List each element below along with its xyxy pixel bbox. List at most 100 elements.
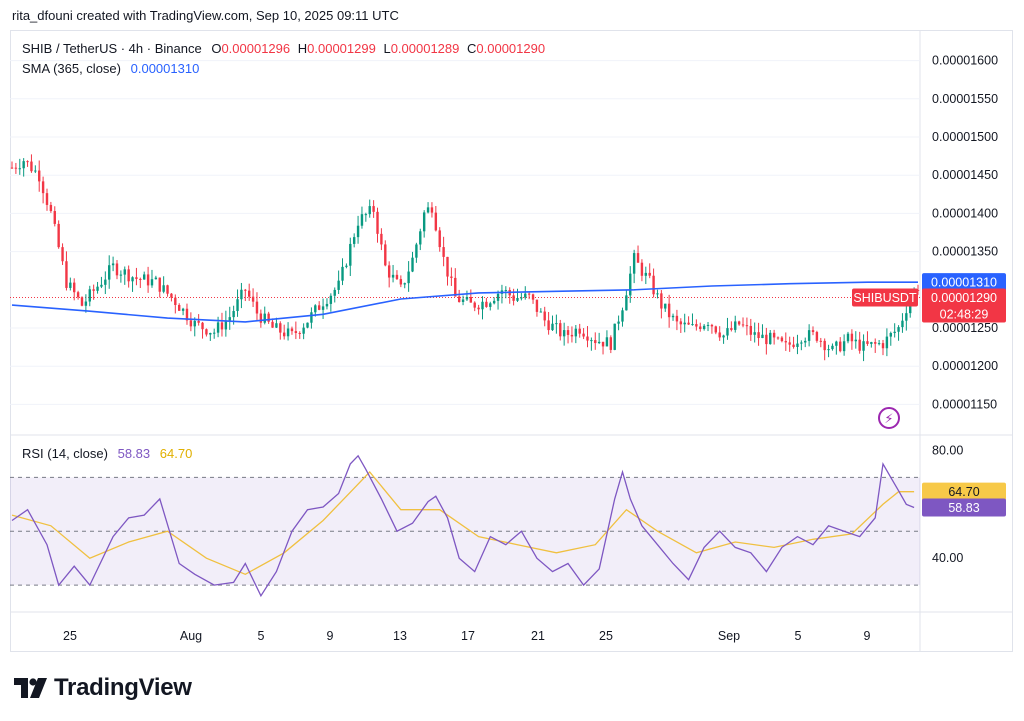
candle-body xyxy=(310,312,313,323)
price-tick-label: 0.00001400 xyxy=(932,206,998,220)
candle-body xyxy=(555,323,558,325)
candle-body xyxy=(123,269,126,275)
candle-body xyxy=(881,343,885,349)
candle-body xyxy=(854,339,857,342)
candle-body xyxy=(236,299,239,312)
time-tick-label: 25 xyxy=(63,629,77,643)
rsi-tag-bg xyxy=(922,498,1006,517)
candle-body xyxy=(376,211,379,234)
sma-price-tag: 0.00001310 xyxy=(931,276,997,290)
tradingview-logo[interactable]: TradingView xyxy=(14,674,192,702)
candle-body xyxy=(559,323,562,337)
candle-body xyxy=(465,297,469,300)
candle-body xyxy=(473,302,476,308)
candle-body xyxy=(228,317,231,321)
candle-body xyxy=(216,322,220,333)
candle-body xyxy=(734,321,737,330)
candle-body xyxy=(22,161,25,169)
candle-body xyxy=(737,321,741,325)
candle-body xyxy=(722,335,725,338)
candle-body xyxy=(88,289,91,302)
candle-body xyxy=(656,293,659,295)
candle-body xyxy=(111,263,115,266)
candle-body xyxy=(469,297,473,303)
rsi-label[interactable]: RSI (14, close) xyxy=(22,446,108,461)
candle-body xyxy=(702,325,706,330)
candle-body xyxy=(368,206,371,215)
candle-body xyxy=(92,289,95,291)
candle-body xyxy=(255,301,259,314)
tradingview-logo-text: TradingView xyxy=(54,674,192,701)
candle-body xyxy=(597,341,601,344)
price-tick-label: 0.00001500 xyxy=(932,130,998,144)
candle-body xyxy=(279,323,282,333)
candle-body xyxy=(675,315,679,322)
candle-body xyxy=(543,311,546,321)
candle-body xyxy=(815,332,819,341)
candle-body xyxy=(457,296,461,302)
candle-body xyxy=(792,344,795,347)
candle-body xyxy=(839,341,842,352)
candle-body xyxy=(174,297,177,305)
candle-body xyxy=(800,342,803,344)
candle-body xyxy=(329,295,333,304)
last-price-tag: 0.00001290 xyxy=(931,291,997,305)
candle-body xyxy=(442,247,445,257)
candle-body xyxy=(796,343,799,347)
candle-body xyxy=(761,334,764,339)
candle-body xyxy=(333,289,336,296)
chart-frame xyxy=(10,30,1013,652)
candle-body xyxy=(660,293,663,309)
candle-body xyxy=(286,328,290,337)
candle-body xyxy=(699,326,702,330)
candle-body xyxy=(170,293,173,298)
symbol-label[interactable]: SHIB / TetherUS · 4h · Binance xyxy=(22,41,202,56)
candle-body xyxy=(349,243,352,266)
candle-body xyxy=(496,293,500,301)
candle-body xyxy=(34,170,37,172)
candle-body xyxy=(247,290,251,297)
sma-line xyxy=(11,281,918,323)
candle-body xyxy=(582,333,585,337)
candle-body xyxy=(345,265,348,267)
candle-body xyxy=(446,256,449,277)
candle-body xyxy=(154,277,158,280)
candle-body xyxy=(244,289,247,291)
candle-body xyxy=(411,257,414,272)
candle-body xyxy=(104,279,107,285)
sma-legend: SMA (365, close) 0.00001310 xyxy=(22,61,199,76)
candle-body xyxy=(131,277,134,282)
symbol-price-tag-bg xyxy=(852,288,918,307)
candle-body xyxy=(640,262,644,276)
rsi-line xyxy=(11,454,915,598)
candle-body xyxy=(38,170,41,182)
candle-body xyxy=(823,340,826,351)
candle-body xyxy=(321,306,325,310)
candle-body xyxy=(100,284,103,287)
high-value: 0.00001299 xyxy=(307,41,376,56)
candle-body xyxy=(372,206,375,212)
candle-body xyxy=(862,341,865,351)
candle-body xyxy=(625,295,628,311)
candle-body xyxy=(61,247,64,262)
symbol-price-tag: SHIBUSDT xyxy=(853,291,917,305)
rsi-value: 58.83 xyxy=(117,446,151,461)
rsi-tick-label: 80.00 xyxy=(932,443,963,457)
candle-body xyxy=(780,337,784,342)
open-value: 0.00001296 xyxy=(221,41,291,56)
candle-body xyxy=(765,334,768,345)
candle-body xyxy=(784,341,787,343)
candle-body xyxy=(290,328,294,332)
lightning-icon[interactable]: ⚡ xyxy=(878,407,900,429)
ohlc-legend: SHIB / TetherUS · 4h · Binance O0.000012… xyxy=(22,41,545,56)
candle-body xyxy=(745,325,749,327)
candle-body xyxy=(850,333,854,342)
candle-body xyxy=(314,305,317,313)
rsi-tag: 58.83 xyxy=(948,501,979,515)
candle-body xyxy=(691,324,694,326)
candle-body xyxy=(271,321,274,328)
candle-body xyxy=(504,289,508,291)
candle-body xyxy=(407,271,410,284)
sma-label[interactable]: SMA (365, close) xyxy=(22,61,121,76)
